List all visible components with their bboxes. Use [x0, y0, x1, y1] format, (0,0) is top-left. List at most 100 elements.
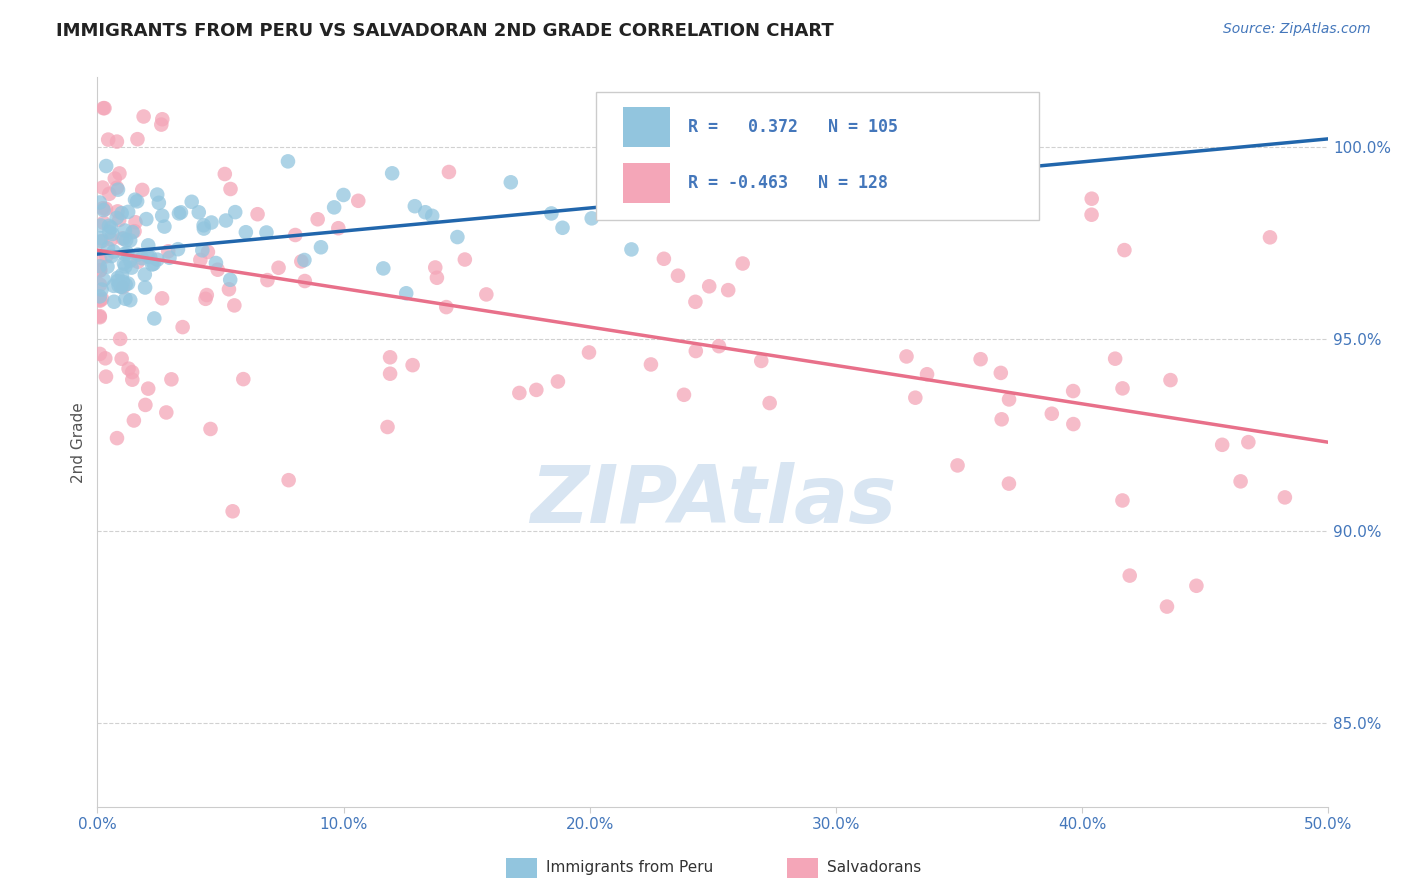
Point [89, 264, 111, 278]
Point [150, 112, 173, 127]
Point [91, 180, 114, 194]
Point [91, 292, 114, 306]
Point [426, 270, 449, 285]
Point [193, 219, 215, 233]
Point [135, 212, 157, 227]
Point [734, 191, 756, 205]
Point [309, 240, 332, 254]
Point [121, 260, 143, 275]
Point [256, 273, 278, 287]
Point [124, 224, 146, 238]
Point [1062, 384, 1084, 398]
Point [998, 476, 1021, 491]
Point [112, 231, 135, 245]
Text: Salvadorans: Salvadorans [827, 860, 921, 874]
Point [112, 257, 135, 271]
Point [547, 375, 569, 389]
Point [638, 184, 661, 198]
Point [108, 166, 131, 180]
Point [89, 289, 111, 303]
Point [127, 194, 149, 209]
Point [1258, 230, 1281, 244]
Point [120, 234, 142, 248]
Point [1237, 435, 1260, 450]
Point [915, 368, 938, 382]
Point [114, 292, 136, 306]
Point [89, 260, 111, 274]
Point [378, 351, 401, 365]
Point [1104, 351, 1126, 366]
Point [1211, 438, 1233, 452]
Point [620, 243, 643, 257]
Point [277, 154, 299, 169]
Point [578, 345, 600, 359]
Point [114, 260, 136, 274]
Point [131, 251, 153, 265]
Point [111, 280, 134, 294]
Point [707, 339, 730, 353]
Point [127, 254, 149, 268]
Point [697, 279, 720, 293]
Point [89, 263, 111, 277]
Point [100, 232, 122, 246]
Point [121, 225, 143, 239]
Point [98, 186, 121, 201]
Point [120, 293, 142, 308]
Text: IMMIGRANTS FROM PERU VS SALVADORAN 2ND GRADE CORRELATION CHART: IMMIGRANTS FROM PERU VS SALVADORAN 2ND G… [56, 22, 834, 40]
Point [111, 275, 134, 289]
Point [153, 219, 176, 234]
Point [195, 288, 218, 302]
Point [127, 247, 149, 261]
Point [623, 158, 645, 172]
Point [89, 277, 111, 292]
Point [146, 252, 169, 267]
Point [93, 216, 115, 230]
Point [404, 199, 426, 213]
Point [96, 260, 118, 274]
Point [636, 182, 658, 196]
Point [89, 252, 111, 267]
Point [640, 358, 662, 372]
Point [446, 230, 468, 244]
Point [93, 101, 115, 115]
Point [101, 227, 124, 241]
Point [134, 268, 156, 282]
Point [111, 351, 134, 366]
Point [454, 252, 477, 267]
Point [114, 223, 136, 237]
Point [90, 231, 112, 245]
Point [328, 221, 350, 235]
Point [150, 209, 173, 223]
Point [685, 344, 707, 359]
Point [98, 225, 121, 239]
Point [1080, 192, 1102, 206]
Text: R =   0.372   N = 105: R = 0.372 N = 105 [688, 118, 898, 136]
Point [105, 211, 128, 225]
Point [107, 204, 129, 219]
Point [232, 372, 254, 386]
Point [499, 175, 522, 189]
Point [207, 262, 229, 277]
Point [1159, 373, 1181, 387]
Point [636, 171, 658, 186]
Point [172, 320, 194, 334]
Point [124, 193, 146, 207]
Point [749, 354, 772, 368]
Point [1062, 417, 1084, 431]
Point [117, 361, 139, 376]
Point [1040, 407, 1063, 421]
Point [117, 246, 139, 260]
Point [142, 257, 165, 271]
Point [998, 392, 1021, 407]
Point [381, 166, 404, 180]
Point [218, 282, 240, 296]
Point [224, 298, 246, 312]
Point [143, 311, 166, 326]
Point [413, 205, 436, 219]
Point [246, 207, 269, 221]
Point [167, 242, 190, 256]
Point [107, 278, 129, 293]
Point [896, 350, 918, 364]
Point [1111, 493, 1133, 508]
Point [1274, 491, 1296, 505]
